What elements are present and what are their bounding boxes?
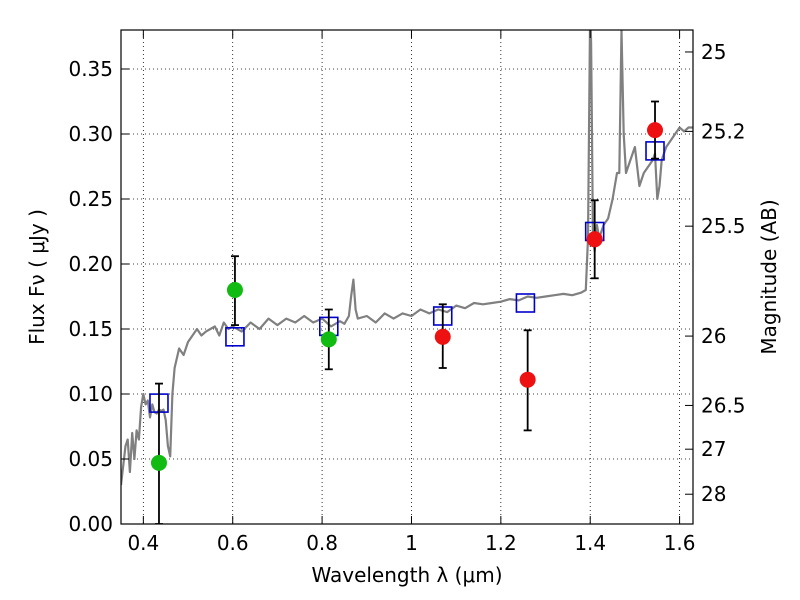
observed-point-red	[586, 231, 603, 248]
observed-point-red	[434, 328, 451, 345]
y-tick-label: 0.05	[68, 447, 113, 471]
model-point	[225, 326, 245, 347]
model-point	[515, 293, 536, 313]
x-tick-label: 1.6	[664, 531, 696, 555]
y-tick-label: 0.15	[68, 317, 113, 341]
x-tick-label: 0.8	[306, 531, 338, 555]
observed-point-green	[226, 282, 243, 298]
y-tick-label: 0.10	[68, 382, 113, 406]
magnitude-tick-label: 25.2	[701, 119, 746, 143]
magnitude-tick-label: 26.5	[701, 393, 746, 417]
y-tick-label: 0.30	[68, 122, 113, 146]
y-axis-label: Flux Fν ( μJy )	[25, 209, 49, 345]
y-tick-label: 0.35	[68, 57, 113, 81]
spectrum-line	[121, 30, 693, 486]
magnitude-tick-label: 25.5	[701, 214, 746, 238]
observed-point-red	[647, 122, 664, 139]
grid-layer	[121, 30, 693, 525]
x-axis-label: Wavelength λ (μm)	[311, 563, 502, 587]
x-tick-label: 1.2	[485, 531, 517, 555]
y-tick-label: 0.25	[68, 187, 113, 211]
x-tick-label: 0.4	[127, 531, 159, 555]
y-tick-label: 0.20	[68, 252, 113, 276]
x-tick-label: 0.6	[217, 531, 249, 555]
ticks-layer: 0.4 0.6 0.8 1 1.2 1.4 1.6 0.00 0.05 0.10 0.15 0.20 0…	[68, 30, 746, 555]
x-tick-label: 1	[405, 531, 418, 555]
observed-point-green	[150, 454, 167, 471]
observed-point-green	[320, 331, 337, 348]
plot-area	[121, 30, 693, 524]
plot-frame	[120, 29, 694, 525]
magnitude-tick-label: 27	[701, 437, 726, 461]
magnitude-tick-label: 28	[701, 482, 726, 506]
x-tick-label: 1.4	[574, 531, 606, 555]
magnitude-tick-label: 25	[701, 40, 726, 64]
magnitude-tick-label: 26	[701, 324, 726, 348]
magnitude-axis-label: Magnitude (AB)	[757, 199, 781, 354]
y-tick-label: 0.00	[68, 512, 113, 536]
observed-point-red	[519, 371, 536, 388]
